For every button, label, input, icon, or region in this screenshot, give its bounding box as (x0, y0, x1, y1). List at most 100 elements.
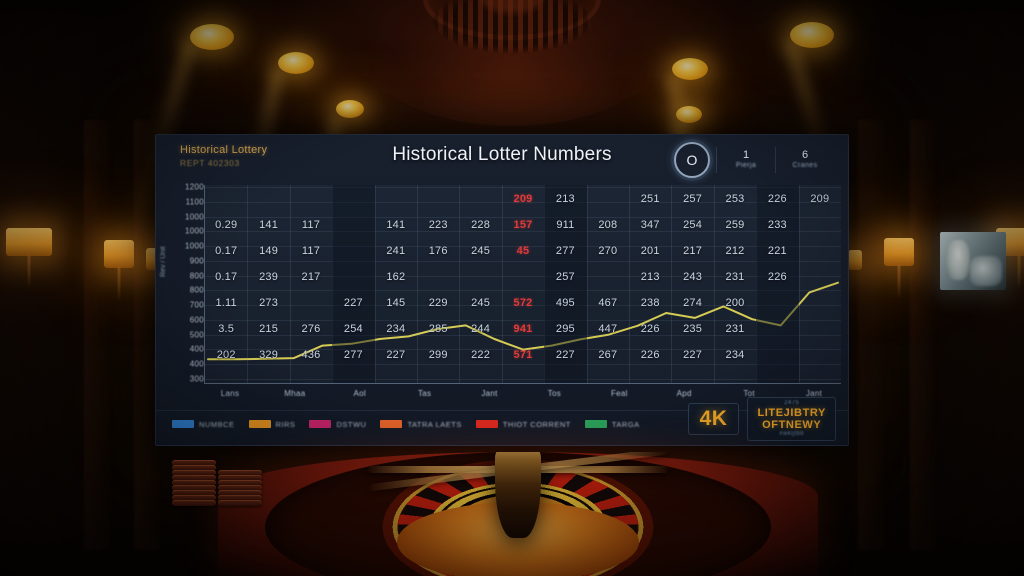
legend-item[interactable]: TATRA LAETS (380, 420, 461, 429)
stat-one-label: Pierja (735, 162, 757, 169)
legend-label: DSTWU (336, 419, 367, 429)
data-cell: 231 (725, 271, 745, 284)
data-cell: 276 (301, 323, 321, 336)
data-cell: 436 (301, 349, 321, 362)
roulette-wheel[interactable] (265, 452, 771, 576)
wall-sconce-right-1 (884, 238, 914, 298)
data-cell: 0.29 (215, 219, 238, 232)
v-gridline (586, 185, 588, 383)
data-cell: 215 (259, 323, 279, 336)
v-gridline (417, 185, 418, 383)
stat-badge-two[interactable]: 6 Cranes (775, 147, 834, 173)
data-cell: 213 (555, 193, 575, 205)
data-cell: 212 (725, 245, 745, 258)
legend-label: TATRA LAETS (407, 419, 462, 429)
data-cell: 244 (471, 323, 491, 336)
data-cell: 217 (301, 271, 321, 284)
data-cell: 941 (513, 323, 533, 336)
data-cell: 227 (386, 349, 406, 362)
legend-swatch (475, 420, 498, 428)
series-line (207, 281, 839, 361)
legend-item[interactable]: RIRS (248, 420, 296, 429)
y-tick-label: 900 (189, 256, 204, 266)
header-badge-group: O 1 Pierja 6 Cranes (674, 142, 834, 178)
sconce-arm (117, 266, 121, 300)
news-badge-line2: OFTNEWY (762, 419, 822, 431)
data-cell: 227 (343, 297, 363, 310)
legend-item[interactable]: DSTWU (309, 420, 366, 429)
column-band (756, 185, 799, 383)
y-tick-label: 800 (189, 271, 204, 281)
data-cell: 238 (640, 297, 660, 310)
data-cell: 233 (767, 219, 787, 232)
data-cell: 213 (640, 271, 660, 284)
legend-swatch (584, 420, 607, 428)
data-cell: 222 (471, 349, 491, 362)
data-cell: 277 (555, 245, 575, 258)
data-cell: 243 (683, 271, 703, 284)
data-cell: 0.17 (215, 245, 238, 258)
sconce-shade (6, 228, 52, 256)
y-tick-label: 600 (189, 315, 204, 325)
legend-item[interactable]: TARGA (584, 420, 640, 429)
data-cell: 209 (513, 193, 533, 205)
legend-item[interactable]: THIOT CORRENT (475, 420, 571, 429)
y-tick-label: 1000 (185, 212, 204, 222)
data-cell: 911 (556, 219, 575, 232)
data-cell: 277 (343, 349, 363, 362)
wall-sconce-left-2 (104, 240, 134, 300)
data-cell: 329 (259, 349, 279, 362)
v-gridline (374, 185, 376, 383)
x-tick-label: Mhaa (284, 389, 306, 398)
data-cell: 270 (598, 245, 618, 258)
data-cell: 208 (598, 219, 618, 232)
data-cell: 447 (598, 323, 618, 336)
data-cell: 571 (513, 349, 533, 362)
data-cell: 467 (598, 297, 618, 310)
legend-item[interactable]: NUMBCE (172, 420, 235, 429)
h-gridline (205, 275, 841, 277)
data-cell: 495 (555, 297, 575, 310)
data-cell: 3.5 (218, 323, 235, 336)
data-cell: 274 (683, 297, 703, 310)
resolution-badge[interactable]: 4K (687, 403, 740, 435)
data-cell: 226 (767, 193, 787, 205)
plot-canvas[interactable]: 209 213 251 257 253 226 209 0.29 141 117 141 223 228… (204, 185, 841, 384)
data-cell: 347 (640, 219, 660, 232)
dome-ring (423, 0, 601, 53)
news-badge[interactable]: 2475 LITEJIBTRY OFTNEWY #wkljtbb (747, 397, 836, 441)
data-cell: 234 (386, 323, 406, 336)
pillar-right-1 (910, 120, 936, 550)
data-cell: 0.17 (215, 271, 238, 284)
data-cell: 245 (471, 297, 491, 310)
x-tick-label: Aol (353, 389, 366, 398)
data-cell: 257 (555, 271, 575, 284)
wall-sconce-left-1 (6, 228, 52, 288)
legend-swatch (248, 420, 271, 428)
data-cell: 254 (683, 219, 703, 232)
data-cell: 245 (471, 245, 491, 258)
x-tick-label: Lans (220, 389, 240, 398)
y-tick-label: 1000 (185, 241, 204, 251)
y-tick-label: 500 (189, 330, 204, 340)
data-cell: 267 (598, 349, 618, 362)
poker-chip-stacks[interactable] (172, 444, 282, 506)
sconce-shade (848, 250, 862, 270)
stat-badge-one[interactable]: 1 Pierja (716, 147, 775, 173)
y-tick-label: 400 (189, 359, 204, 369)
status-indicator-icon[interactable]: O (674, 142, 710, 178)
v-gridline (247, 185, 249, 383)
data-cell: 299 (428, 349, 448, 362)
poker-chip (218, 500, 262, 506)
sconce-shade (884, 238, 914, 266)
data-cell: 145 (386, 297, 406, 310)
pillar-left-1 (84, 120, 110, 550)
data-cell: 239 (259, 271, 279, 284)
data-cell: 45 (516, 245, 530, 258)
data-cell: 141 (386, 219, 406, 232)
y-tick-label: 300 (189, 374, 204, 384)
pillar-right-2 (858, 120, 884, 550)
data-cell: 295 (555, 323, 575, 336)
data-cell: 141 (259, 219, 279, 232)
